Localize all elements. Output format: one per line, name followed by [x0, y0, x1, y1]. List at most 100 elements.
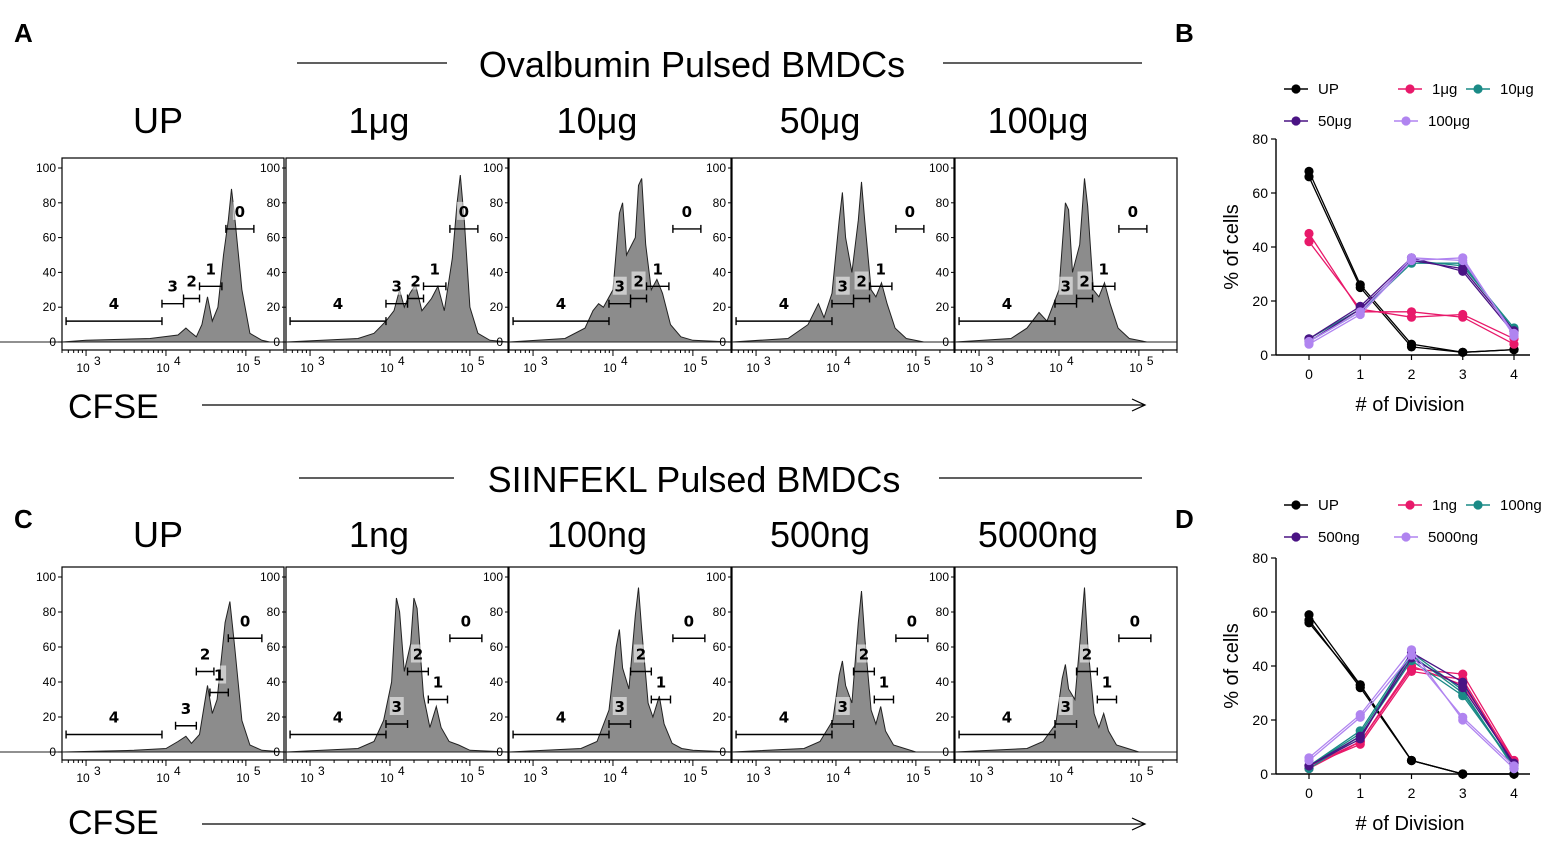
x-tick-base: 10 — [603, 771, 617, 785]
data-point — [1304, 755, 1314, 766]
y-tick-label: 80 — [713, 196, 727, 210]
gate-label: 4 — [333, 709, 343, 727]
y-tick-label: 60 — [713, 640, 727, 654]
gate-label-bg — [238, 611, 253, 630]
y-tick-label: 40 — [43, 675, 57, 689]
panel-label-c: C — [14, 504, 33, 534]
gate-label-bg — [631, 271, 646, 290]
gate-label: 1 — [214, 667, 224, 685]
gate-label-bg — [1077, 271, 1092, 290]
y-tick-label: 100 — [706, 570, 726, 584]
y-tick-label: 0 — [719, 745, 726, 759]
y-tick-label: 0 — [496, 745, 503, 759]
x-tick-base: 10 — [906, 771, 920, 785]
x-tick-base: 10 — [523, 771, 537, 785]
legend-swatch-marker — [1291, 532, 1301, 542]
gate-label: 0 — [461, 612, 471, 630]
gate-label-bg — [203, 259, 218, 278]
x-tick-base: 10 — [826, 361, 840, 375]
condition-label: 5000ng — [978, 514, 1098, 555]
data-point — [1458, 683, 1468, 693]
data-point — [1355, 731, 1365, 741]
condition-label: 1ng — [349, 514, 409, 555]
x-tick-base: 10 — [156, 771, 170, 785]
gate-label-bg — [1058, 276, 1073, 295]
gate-label: 0 — [1130, 612, 1140, 630]
series-line — [1308, 257, 1515, 345]
gate-label: 3 — [392, 698, 402, 716]
data-point — [1458, 769, 1468, 779]
x-tick-base: 10 — [380, 771, 394, 785]
data-point — [1406, 755, 1417, 766]
x-tick-base: 10 — [156, 361, 170, 375]
gate-label-bg — [1096, 259, 1111, 278]
y-tick-label: 80 — [1252, 131, 1268, 147]
data-point — [1406, 650, 1417, 660]
x-tick-label: 3 — [1459, 366, 1467, 382]
data-point — [1355, 712, 1365, 722]
legend-label: 5000ng — [1428, 529, 1478, 546]
y-tick-label: 80 — [936, 196, 950, 210]
gate-label-bg — [165, 276, 180, 295]
x-tick-exponent: 4 — [1067, 354, 1074, 368]
gate-label: 3 — [1061, 278, 1071, 296]
legend-swatch-marker — [1405, 84, 1415, 94]
gate-label-bg — [1127, 611, 1142, 630]
gate-label: 2 — [856, 273, 866, 291]
x-tick-exponent: 3 — [94, 354, 101, 368]
data-point — [1355, 680, 1365, 690]
y-tick-label: 40 — [43, 265, 57, 279]
legend-label: 500ng — [1318, 529, 1360, 546]
x-tick-exponent: 5 — [1147, 354, 1154, 368]
gate-label: 4 — [1002, 709, 1012, 727]
y-tick-label: 80 — [490, 605, 504, 619]
legend-label: 50μg — [1318, 113, 1352, 130]
x-tick-exponent: 4 — [174, 354, 181, 368]
x-tick-base: 10 — [746, 361, 760, 375]
condition-label: UP — [133, 100, 183, 141]
y-tick-label: 20 — [490, 710, 504, 724]
y-tick-label: 80 — [1252, 550, 1268, 566]
series-line — [1308, 259, 1515, 343]
condition-label: 500ng — [770, 514, 870, 555]
x-axis-title: # of Division — [1356, 394, 1465, 416]
gate-label: 2 — [859, 646, 869, 664]
y-tick-label: 40 — [936, 265, 950, 279]
gate-label: 1 — [1102, 674, 1112, 692]
x-tick-exponent: 4 — [844, 354, 851, 368]
cfse-histogram — [763, 178, 1177, 343]
y-tick-label: 20 — [713, 710, 727, 724]
gate-label-bg — [430, 672, 445, 691]
gate-label: 3 — [1061, 698, 1071, 716]
condition-label: 100ng — [547, 514, 647, 555]
x-tick-exponent: 4 — [844, 764, 851, 778]
data-point — [1304, 172, 1314, 182]
x-tick-base: 10 — [76, 771, 90, 785]
y-tick-label: 0 — [273, 745, 280, 759]
y-tick-label: 100 — [260, 570, 280, 584]
gate-label: 4 — [779, 295, 789, 313]
gate-label: 3 — [392, 278, 402, 296]
gate-label: 3 — [181, 700, 191, 718]
legend-swatch-marker — [1291, 116, 1301, 126]
gate-label-bg — [876, 672, 891, 691]
x-tick-exponent: 5 — [1147, 764, 1154, 778]
y-tick-label: 20 — [43, 710, 57, 724]
y-tick-label: 40 — [267, 675, 281, 689]
data-point — [1509, 761, 1519, 771]
gate-label-bg — [554, 294, 569, 313]
x-tick-label: 0 — [1305, 366, 1313, 382]
y-axis-title: % of cells — [1221, 623, 1243, 709]
gate-label-bg — [1058, 697, 1073, 715]
y-tick-label: 60 — [267, 231, 281, 245]
x-tick-label: 2 — [1408, 366, 1416, 382]
gate-label: 0 — [235, 203, 245, 221]
y-tick-label: 40 — [490, 265, 504, 279]
y-tick-label: 60 — [936, 231, 950, 245]
gate-label-bg — [904, 611, 919, 630]
histogram-frame — [508, 566, 732, 761]
gate-label: 3 — [838, 278, 848, 296]
gate-label-bg — [184, 271, 199, 290]
gate-label-bg — [1000, 707, 1015, 726]
